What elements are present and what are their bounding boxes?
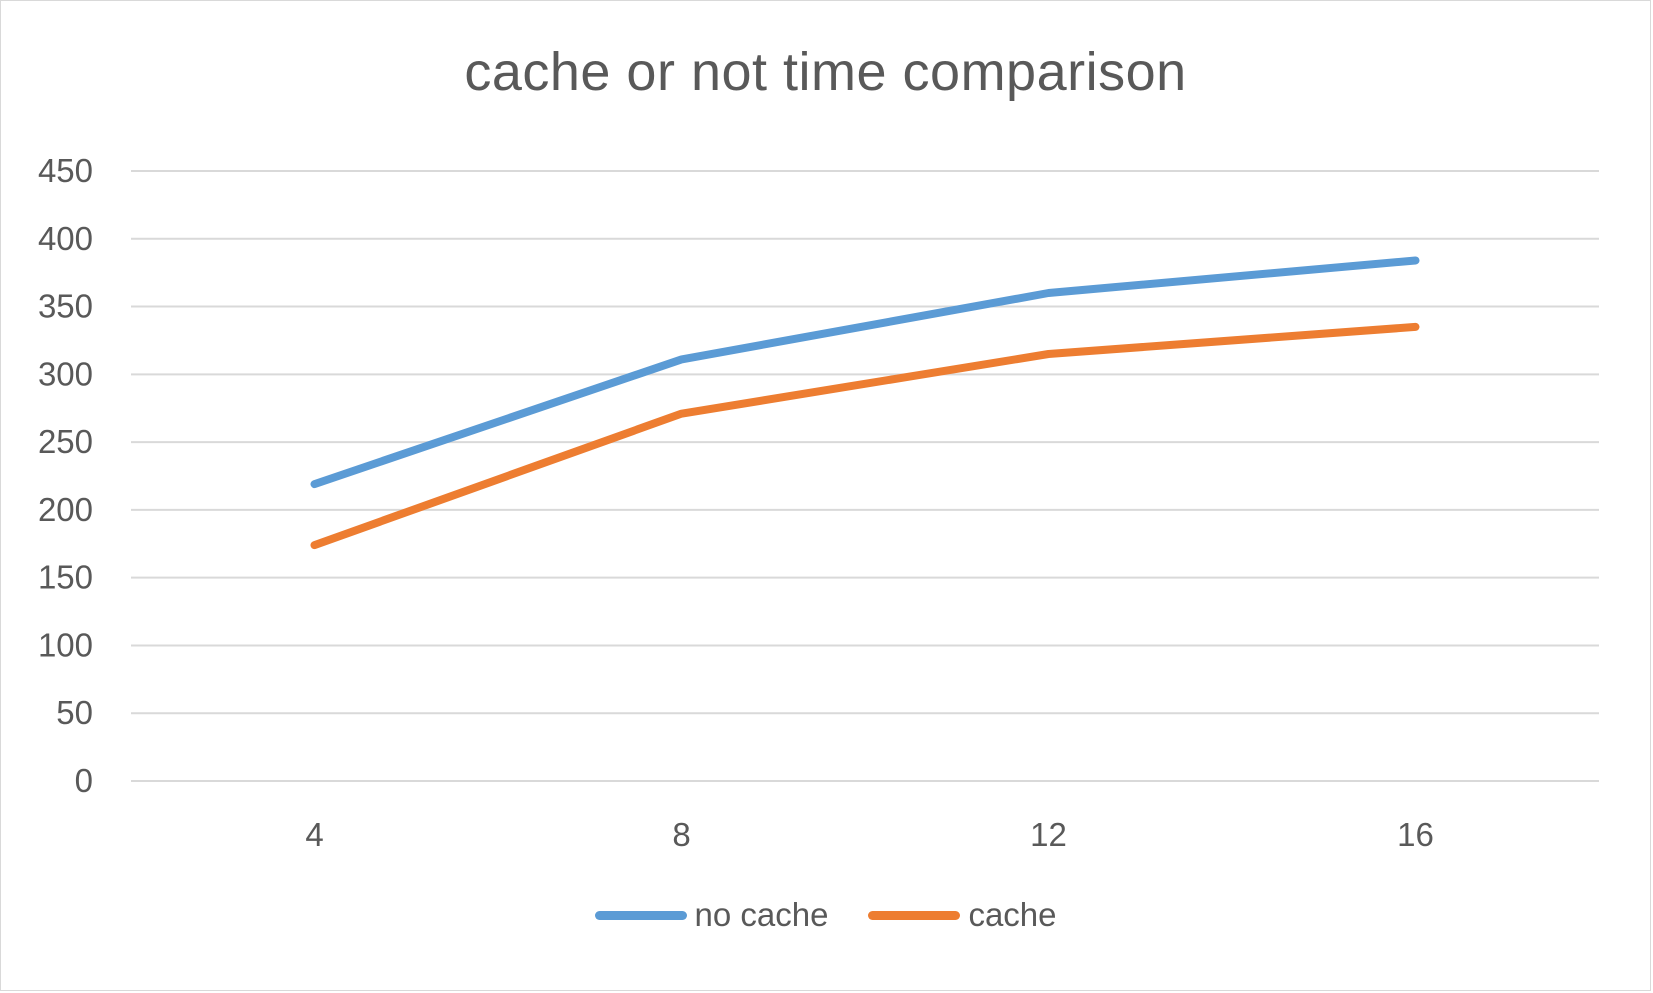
legend-item-no-cache: no cache <box>594 896 829 934</box>
legend-label-no-cache: no cache <box>694 896 829 933</box>
y-tick-label-0: 0 <box>75 762 93 799</box>
y-tick-label-150: 150 <box>38 559 93 596</box>
y-tick-label-400: 400 <box>38 220 93 257</box>
y-tick-label-50: 50 <box>56 694 93 731</box>
y-tick-label-300: 300 <box>38 355 93 392</box>
x-tick-label-8: 8 <box>672 816 690 853</box>
legend: no cache cache <box>1 896 1650 934</box>
legend-label-cache: cache <box>968 896 1057 933</box>
series-line-no-cache <box>310 256 1420 489</box>
series-line-cache <box>310 322 1420 550</box>
legend-swatch-no-cache <box>594 910 687 920</box>
y-tick-label-350: 350 <box>38 288 93 325</box>
y-tick-label-450: 450 <box>38 152 93 189</box>
y-tick-label-100: 100 <box>38 626 93 663</box>
chart-title: cache or not time comparison <box>464 42 1187 102</box>
x-tick-label-4: 4 <box>305 816 323 853</box>
x-tick-label-12: 12 <box>1030 816 1067 853</box>
y-tick-label-200: 200 <box>38 491 93 528</box>
legend-swatch-cache <box>868 910 961 920</box>
y-tick-label-250: 250 <box>38 423 93 460</box>
x-tick-label-16: 16 <box>1397 816 1434 853</box>
legend-item-cache: cache <box>868 896 1057 934</box>
